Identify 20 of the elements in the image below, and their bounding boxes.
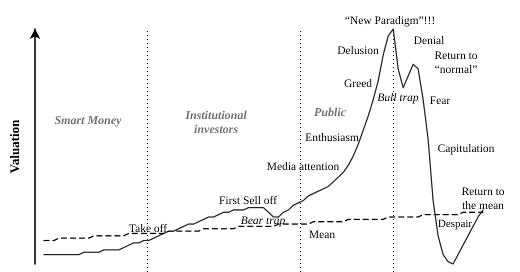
annotation: Smart Money <box>54 113 122 127</box>
annotation: Denial <box>414 35 444 47</box>
annotation: Return to “normal” <box>434 50 478 76</box>
annotation: Greed <box>344 78 372 90</box>
annotation: Return to the mean <box>461 186 505 212</box>
annotation: Enthusiasm <box>305 132 359 144</box>
annotation: Despair <box>438 218 472 230</box>
y-axis-title: Valuation <box>7 118 22 174</box>
annotation: Bear trap <box>240 215 286 227</box>
text: “New Paradigm”!!! <box>344 15 436 27</box>
annotation: First Sell off <box>219 195 278 207</box>
annotation: Institutional investors <box>184 108 248 136</box>
annotation: Take off <box>128 223 168 235</box>
annotation: Media attention <box>266 161 340 173</box>
annotation: Public <box>314 105 347 119</box>
annotation: Delusion <box>337 45 380 57</box>
annotation: Fear <box>430 95 450 107</box>
annotation: Capitulation <box>438 143 495 155</box>
annotation: Mean <box>308 229 336 241</box>
annotation: Bull trap <box>377 92 419 104</box>
